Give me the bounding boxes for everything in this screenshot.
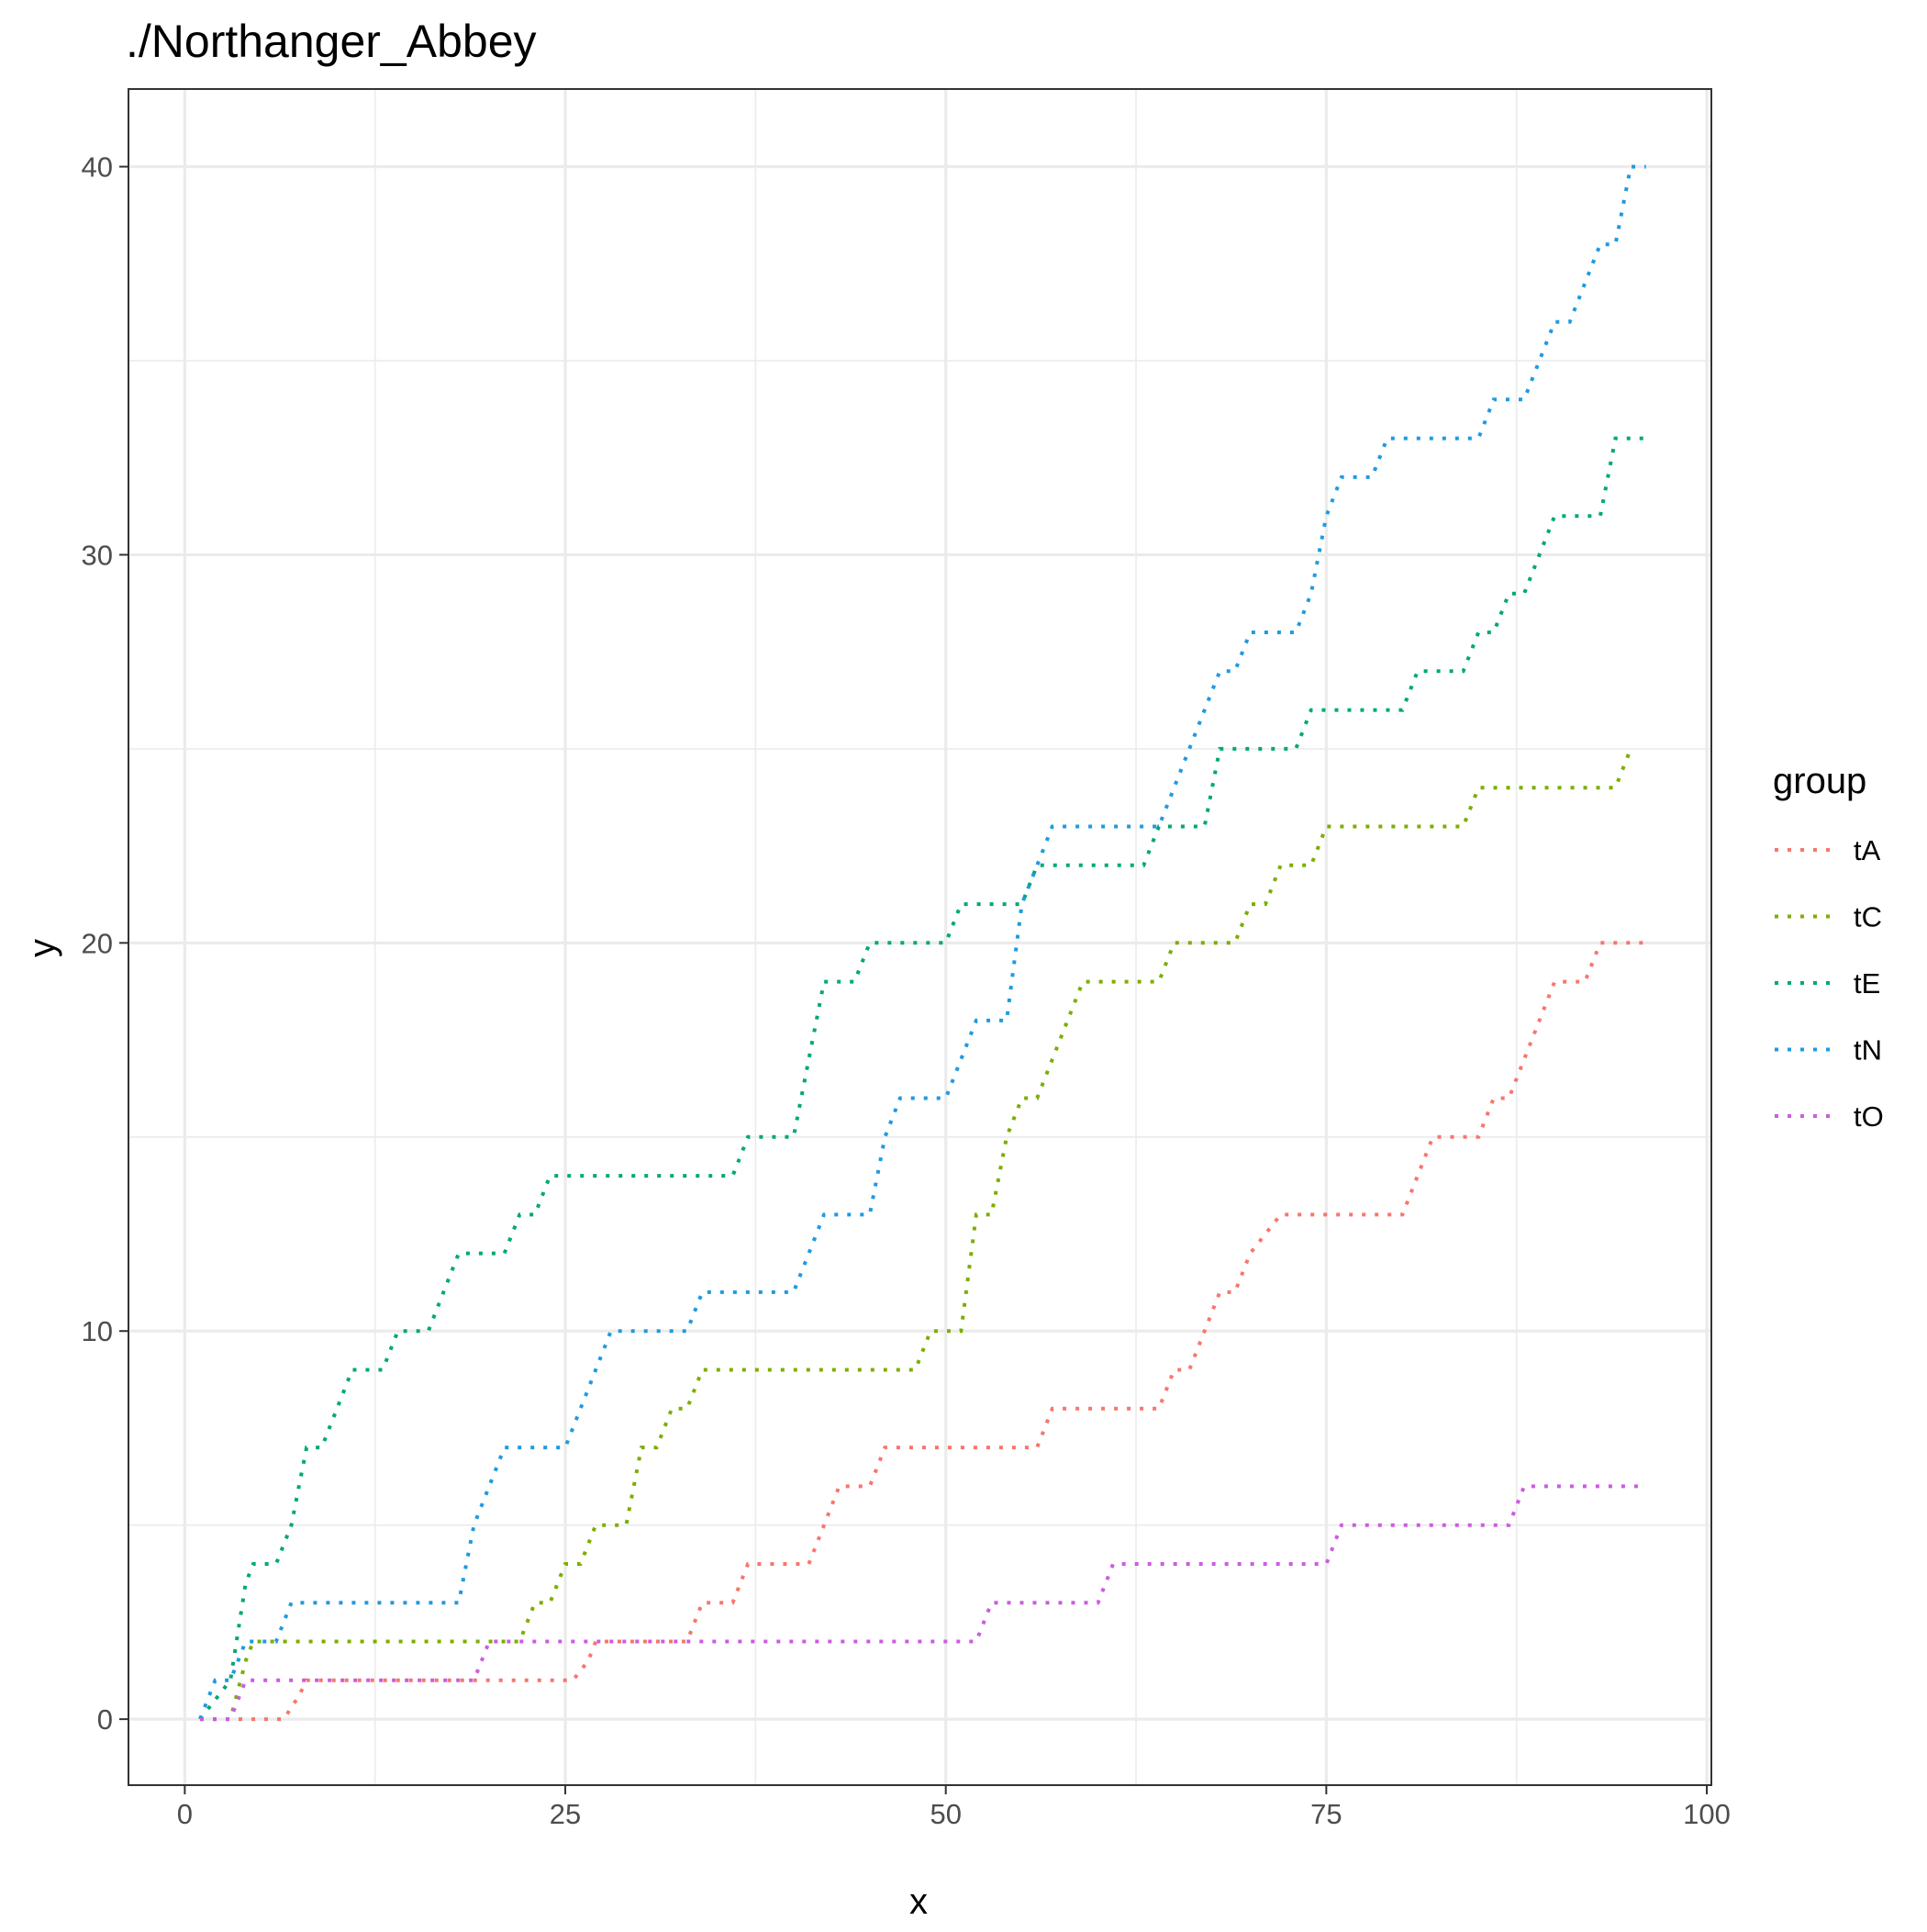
y-axis-title: y <box>22 939 62 957</box>
chart-title: ./Northanger_Abbey <box>126 16 537 67</box>
x-tick-label: 50 <box>930 1798 961 1830</box>
y-tick-label: 10 <box>82 1315 113 1347</box>
legend-label-tA: tA <box>1854 834 1881 866</box>
x-tick-label: 75 <box>1310 1798 1342 1830</box>
x-tick-label: 0 <box>177 1798 193 1830</box>
series-lines <box>198 164 1646 1722</box>
legend-label-tC: tC <box>1854 901 1882 933</box>
x-axis-ticks: 0 25 50 75 100 <box>177 1785 1731 1830</box>
y-tick-label: 30 <box>82 539 113 571</box>
y-tick-label: 0 <box>97 1703 113 1736</box>
major-gridlines <box>128 89 1711 1785</box>
y-tick-label: 40 <box>82 151 113 184</box>
y-tick-label: 20 <box>82 927 113 959</box>
series-line-tA <box>200 941 1646 1722</box>
legend-label-tN: tN <box>1854 1034 1882 1067</box>
series-line-tE <box>198 436 1646 1721</box>
y-axis-ticks: 0 10 20 30 40 <box>82 151 128 1736</box>
x-tick-label: 25 <box>550 1798 581 1830</box>
series-line-tC <box>200 748 1632 1722</box>
x-axis-title: x <box>909 1882 928 1922</box>
legend-label-tE: tE <box>1854 967 1880 1000</box>
series-line-tO <box>200 1484 1646 1722</box>
plot-panel-border <box>128 88 1712 1786</box>
legend-label-tO: tO <box>1854 1100 1884 1133</box>
plot-panel-background <box>128 89 1711 1785</box>
legend-title: group <box>1773 761 1866 801</box>
x-tick-label: 100 <box>1683 1798 1731 1830</box>
legend-items: tA tC tE tN tO <box>1775 834 1884 1133</box>
legend: group tA tC tE tN tO <box>1773 761 1884 1133</box>
minor-gridlines <box>128 89 1711 1785</box>
